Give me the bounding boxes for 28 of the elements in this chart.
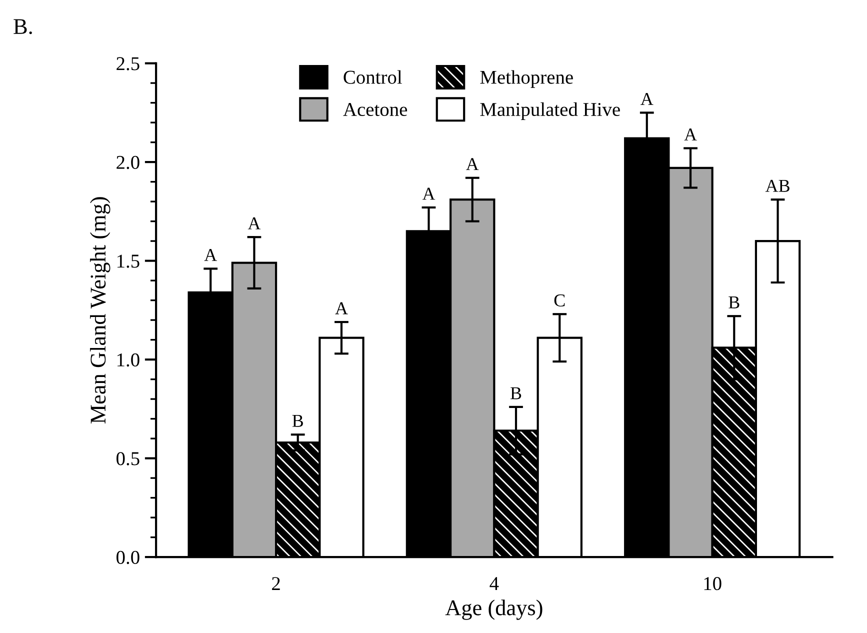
x-tick-label: 4: [490, 577, 499, 590]
data-label: A: [422, 188, 436, 200]
data-label: A: [640, 92, 654, 105]
data-label: B: [292, 414, 303, 427]
legend-label: Methoprene: [480, 70, 573, 88]
y-tick-label: 2.0: [116, 156, 140, 170]
text: B.: [14, 19, 32, 34]
data-label: B: [510, 387, 522, 400]
data-label: A: [335, 302, 348, 314]
x-tick-label: 2: [272, 577, 280, 590]
data-label: C: [554, 294, 565, 306]
y-tick-label: 2.5: [116, 57, 140, 70]
data-label: A: [466, 158, 479, 170]
legend-label: Control: [344, 70, 402, 84]
legend-label: Acetone: [343, 103, 408, 116]
data-label: A: [684, 128, 697, 140]
data-label: B: [728, 296, 740, 308]
y-tick-label: 0.5: [116, 452, 140, 466]
data-label: A: [204, 248, 217, 261]
legend-label: Manipulated Hive: [480, 102, 620, 120]
x-axis-title: Age (days): [445, 600, 542, 620]
y-tick-label: 0.0: [116, 550, 140, 564]
x-tick-label: 10: [704, 577, 722, 590]
y-tick-label: 1.5: [117, 254, 140, 268]
data-label: AB: [765, 180, 790, 192]
y-tick-label: 1.0: [117, 353, 140, 367]
data-label: A: [248, 217, 261, 230]
y-axis-title: Mean Gland Weight (mg): [90, 197, 110, 424]
